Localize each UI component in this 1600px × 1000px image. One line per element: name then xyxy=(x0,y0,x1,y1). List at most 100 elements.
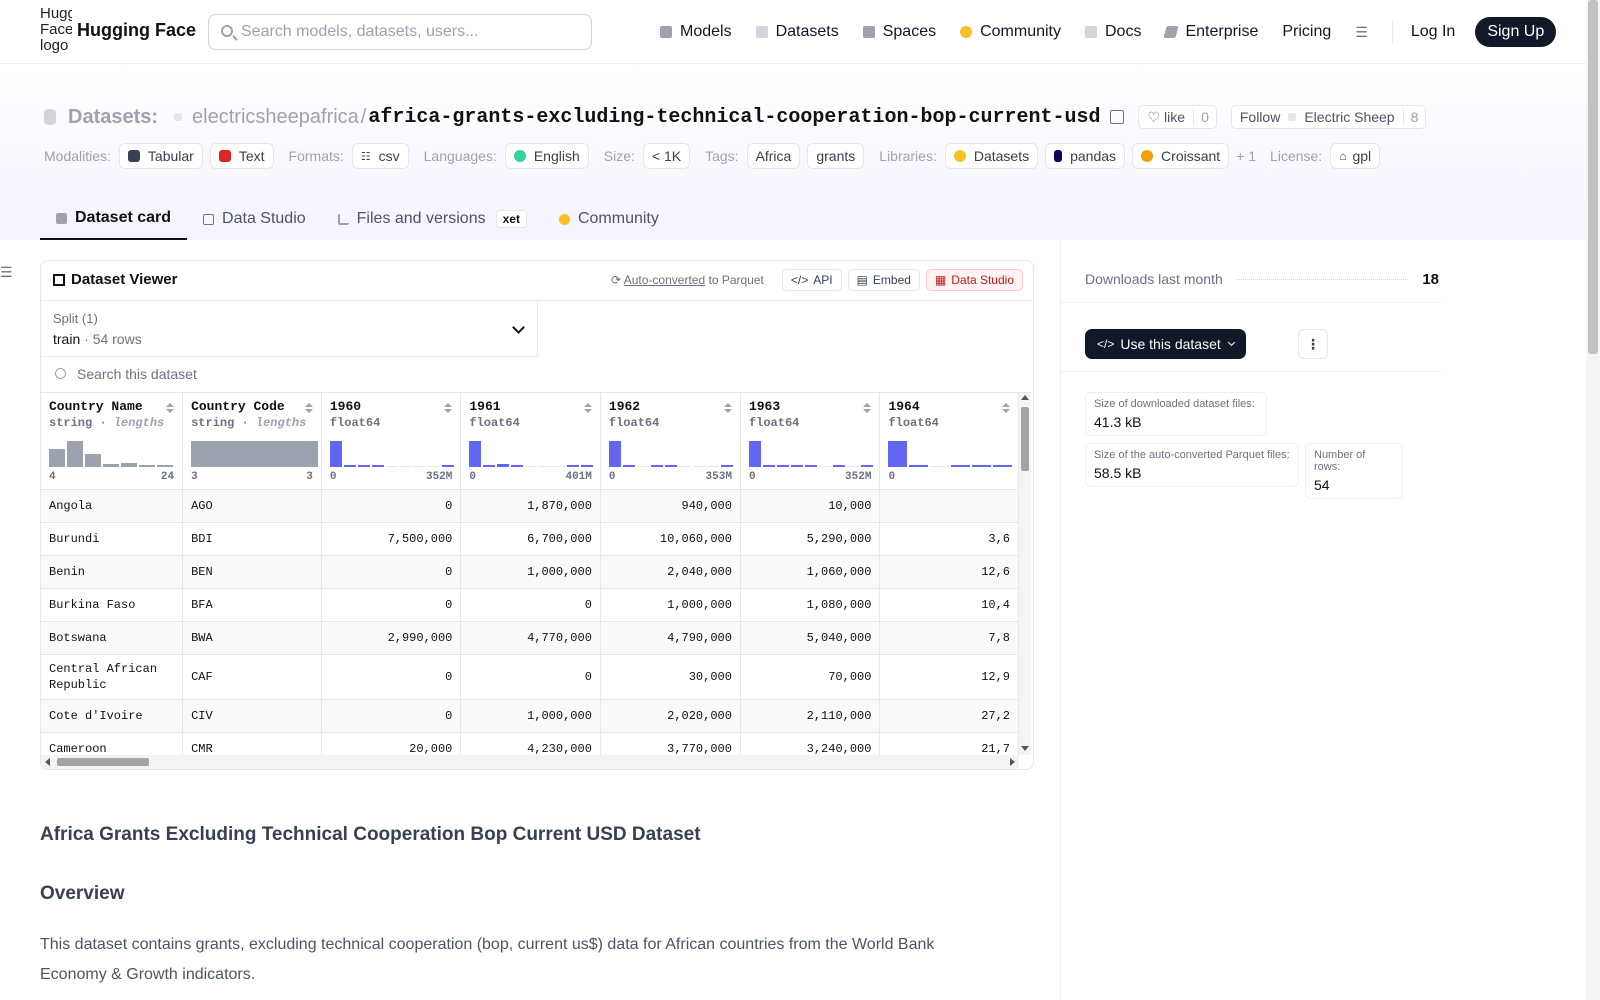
histogram-bar[interactable] xyxy=(49,449,65,467)
column-header[interactable]: 1962 float64 0 353M xyxy=(600,393,741,490)
table-cell[interactable]: 0 xyxy=(321,555,462,589)
histogram-bar[interactable] xyxy=(567,465,580,467)
api-button[interactable]: </> API xyxy=(781,269,842,291)
histogram-bar[interactable] xyxy=(608,441,621,467)
column-header[interactable]: 1964 float64 0 xyxy=(879,393,1019,490)
table-cell[interactable]: 940,000 xyxy=(600,489,741,523)
sort-icon[interactable] xyxy=(583,403,592,413)
copy-icon[interactable] xyxy=(1110,110,1125,124)
nav-docs[interactable]: Docs xyxy=(1085,23,1141,41)
dataset-search-input[interactable] xyxy=(77,357,677,391)
tab-community[interactable]: Community xyxy=(543,198,675,240)
histogram-bar[interactable] xyxy=(85,454,101,467)
embed-button[interactable]: ▤ Embed xyxy=(847,269,920,291)
histogram-bar[interactable] xyxy=(909,465,929,467)
histogram-bar[interactable] xyxy=(818,466,831,467)
histogram-bar[interactable] xyxy=(157,465,173,467)
table-cell[interactable]: BDI xyxy=(182,522,322,556)
follow-button[interactable]: Follow Electric Sheep 8 xyxy=(1230,105,1427,129)
histogram-bar[interactable] xyxy=(553,466,566,467)
table-cell[interactable]: 0 xyxy=(460,588,601,622)
histogram-bar[interactable] xyxy=(636,466,649,467)
histogram-bar[interactable] xyxy=(67,441,83,467)
table-cell[interactable]: Central African Republic xyxy=(41,654,184,700)
table-cell[interactable] xyxy=(879,489,1019,523)
histogram-bar[interactable] xyxy=(762,465,775,467)
table-cell[interactable]: 12,6 xyxy=(879,555,1019,589)
table-cell[interactable]: 30,000 xyxy=(600,654,741,700)
table-cell[interactable]: BEN xyxy=(182,555,322,589)
table-cell[interactable]: 7,8 xyxy=(879,621,1019,655)
nav-models[interactable]: Models xyxy=(660,23,732,41)
histogram-bar[interactable] xyxy=(191,441,319,467)
more-options-button[interactable]: ⋮ xyxy=(1298,329,1328,359)
login-link[interactable]: Log In xyxy=(1410,23,1456,40)
scroll-left-icon[interactable] xyxy=(45,758,50,766)
nav-datasets[interactable]: Datasets xyxy=(755,23,839,41)
sort-icon[interactable] xyxy=(166,403,175,413)
tag-text[interactable]: Text xyxy=(209,143,274,169)
table-cell[interactable]: CMR xyxy=(182,732,322,755)
like-button[interactable]: ♡ like 0 xyxy=(1138,105,1217,129)
tag-license[interactable]: ⌂ gpl xyxy=(1330,143,1381,169)
vertical-scrollbar[interactable] xyxy=(1019,393,1031,755)
table-cell[interactable]: Botswana xyxy=(41,621,184,655)
table-cell[interactable]: 4,230,000 xyxy=(460,732,601,755)
histogram-bar[interactable] xyxy=(860,465,873,467)
table-cell[interactable]: 0 xyxy=(321,654,462,700)
table-cell[interactable]: Cameroon xyxy=(41,732,184,755)
auto-converted-link[interactable]: Auto-converted xyxy=(623,273,706,287)
table-cell[interactable]: Cote d'Ivoire xyxy=(41,699,184,733)
table-cell[interactable]: 6,700,000 xyxy=(460,522,601,556)
table-cell[interactable]: 7,500,000 xyxy=(321,522,462,556)
nav-pricing[interactable]: Pricing xyxy=(1282,23,1331,41)
histogram-bar[interactable] xyxy=(525,466,538,467)
table-cell[interactable]: 2,020,000 xyxy=(600,699,741,733)
scroll-right-icon[interactable] xyxy=(1010,758,1015,766)
column-header[interactable]: 1960 float64 0 352M xyxy=(321,393,462,490)
sort-icon[interactable] xyxy=(723,403,732,413)
sort-icon[interactable] xyxy=(444,403,453,413)
tag-grants[interactable]: grants xyxy=(807,143,865,169)
histogram-bar[interactable] xyxy=(497,464,510,467)
nav-community[interactable]: Community xyxy=(960,23,1061,41)
table-cell[interactable]: 27,2 xyxy=(879,699,1019,733)
histogram-bar[interactable] xyxy=(930,466,950,467)
scrollbar-thumb[interactable] xyxy=(57,758,149,766)
histogram-bar[interactable] xyxy=(371,465,384,467)
histogram-bar[interactable] xyxy=(790,465,803,467)
histogram-bar[interactable] xyxy=(846,466,859,467)
scroll-down-icon[interactable] xyxy=(1021,746,1029,751)
column-header[interactable]: Country Name string · lengths 4 24 xyxy=(41,393,184,490)
nav-spaces[interactable]: Spaces xyxy=(862,23,936,41)
repo-name[interactable]: africa-grants-excluding-technical-cooper… xyxy=(368,105,1101,129)
histogram-bar[interactable] xyxy=(385,466,398,467)
histogram-bar[interactable] xyxy=(469,441,482,467)
column-header[interactable]: 1961 float64 0 401M xyxy=(460,393,601,490)
logo[interactable]: Hugging Face logo xyxy=(40,6,72,54)
scrollbar-thumb[interactable] xyxy=(1021,407,1029,471)
histogram-bar[interactable] xyxy=(650,465,663,467)
table-cell[interactable]: CAF xyxy=(182,654,322,700)
table-cell[interactable]: 3,6 xyxy=(879,522,1019,556)
histogram-bar[interactable] xyxy=(664,465,677,467)
histogram-bar[interactable] xyxy=(329,441,342,467)
histogram-bar[interactable] xyxy=(427,466,440,467)
table-cell[interactable]: 10,060,000 xyxy=(600,522,741,556)
table-cell[interactable]: 0 xyxy=(321,588,462,622)
table-cell[interactable]: 0 xyxy=(460,654,601,700)
table-cell[interactable]: 0 xyxy=(321,699,462,733)
histogram-bar[interactable] xyxy=(622,465,635,467)
table-cell[interactable]: 3,240,000 xyxy=(740,732,881,755)
table-cell[interactable]: 21,7 xyxy=(879,732,1019,755)
histogram-bar[interactable] xyxy=(103,464,119,467)
histogram-bar[interactable] xyxy=(399,466,412,467)
histogram-bar[interactable] xyxy=(413,466,426,467)
histogram-bar[interactable] xyxy=(692,466,705,467)
histogram-bar[interactable] xyxy=(539,466,552,467)
histogram-bar[interactable] xyxy=(357,465,370,467)
table-cell[interactable]: BFA xyxy=(182,588,322,622)
histogram-bar[interactable] xyxy=(776,465,789,467)
table-cell[interactable]: 12,9 xyxy=(879,654,1019,700)
table-cell[interactable]: 2,040,000 xyxy=(600,555,741,589)
